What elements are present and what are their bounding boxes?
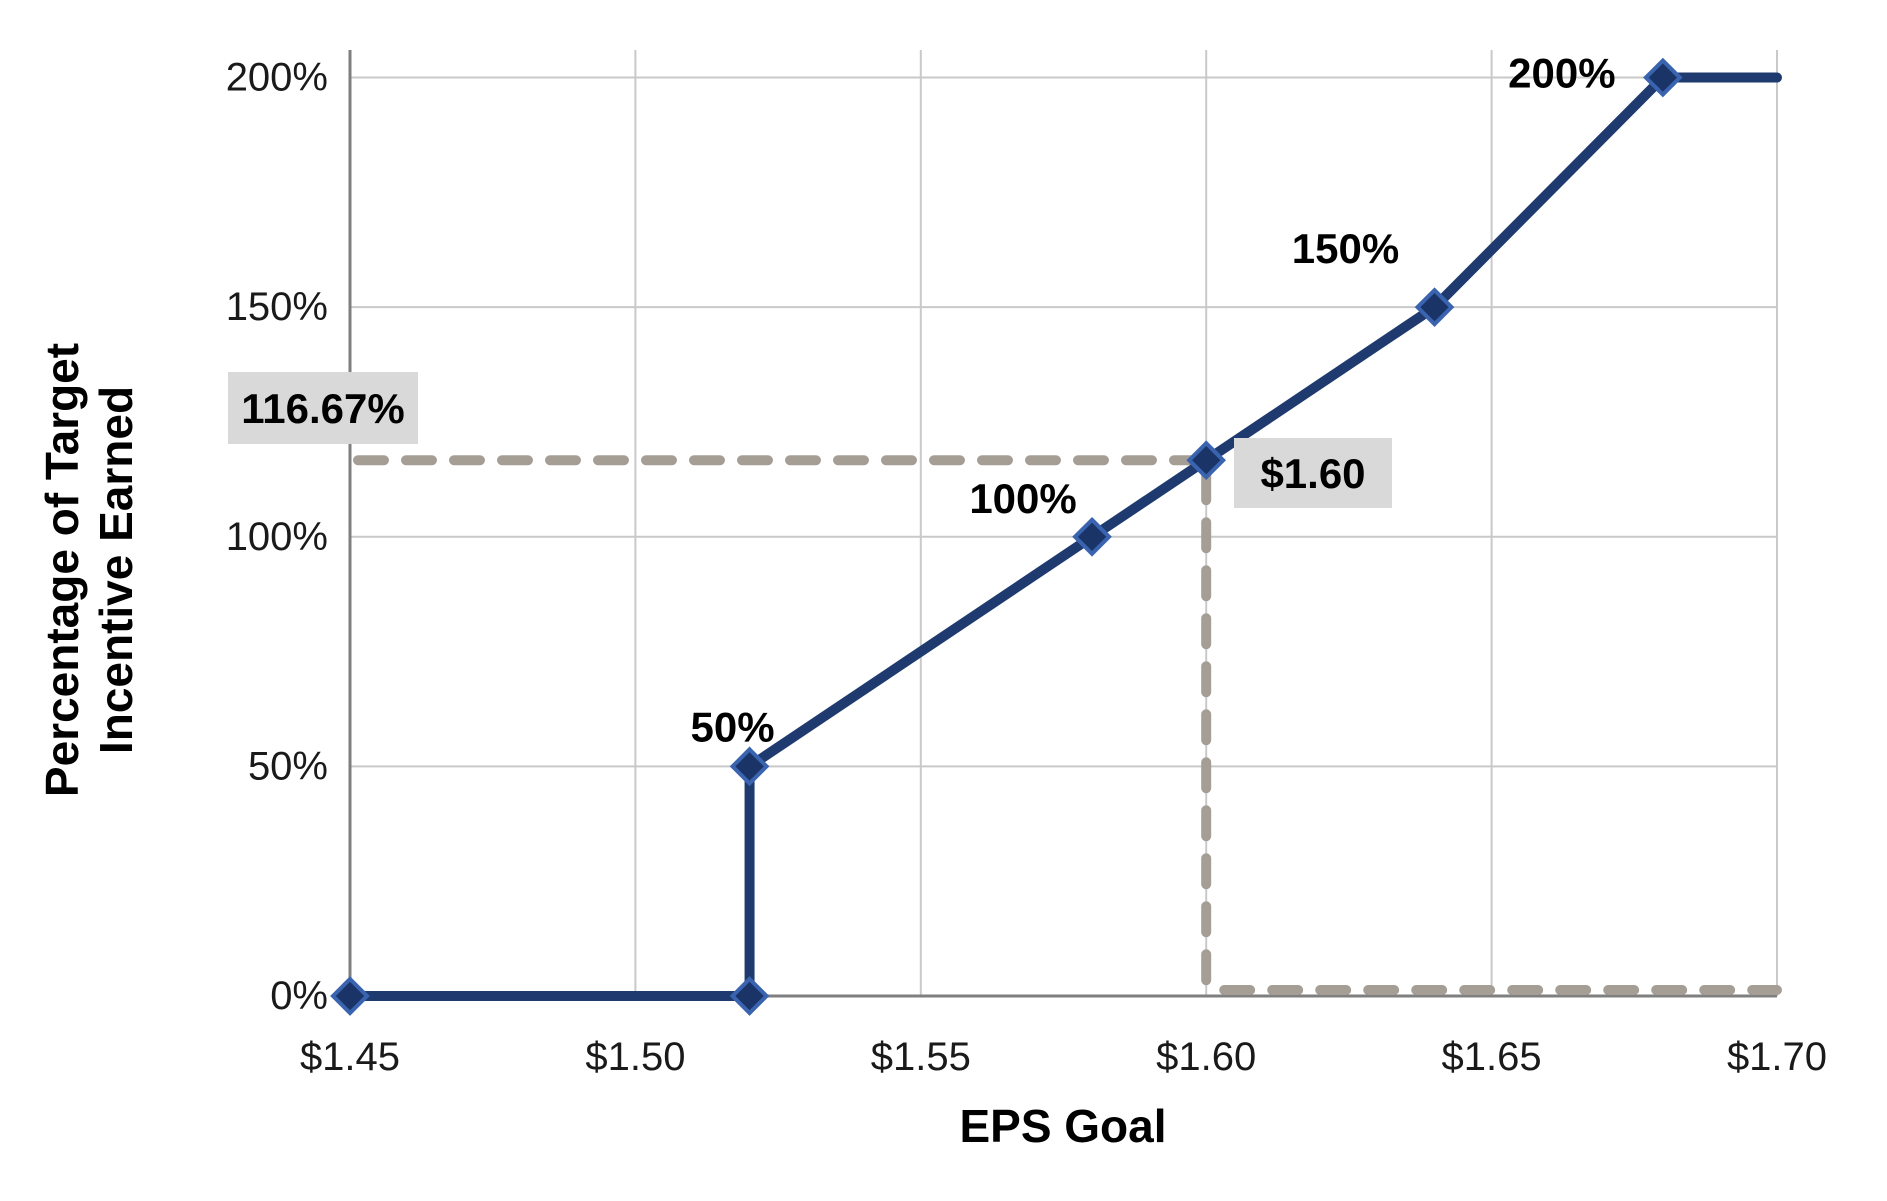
x-tick-label: $1.50 [585,1035,685,1079]
data-point-marker [729,746,770,787]
x-tick-label: $1.45 [300,1035,400,1079]
y-axis-title-line2: Incentive Earned [90,386,142,754]
horizontal-guide-label-box [228,372,418,444]
vertical-guide-label-box [1234,438,1392,508]
point-label: 150% [1292,225,1399,272]
x-axis-title: EPS Goal [959,1100,1166,1152]
x-tick-label: $1.55 [871,1035,971,1079]
data-point-marker [729,976,770,1016]
data-point-marker [1186,440,1227,481]
y-tick-label: 150% [226,285,328,329]
data-point-marker [330,976,370,1016]
y-tick-label: 50% [248,744,328,788]
x-tick-label: $1.65 [1442,1035,1542,1079]
x-tick-label: $1.70 [1727,1035,1827,1079]
point-label: 100% [969,475,1076,522]
horizontal-guide-label: 116.67% [241,385,405,432]
y-tick-label: 200% [226,56,328,100]
data-point-marker [1072,516,1112,557]
data-point-marker [1643,57,1683,98]
y-tick-label: 100% [226,515,328,559]
y-axis-title-line1: Percentage of Target [36,343,88,797]
y-tick-label: 0% [270,974,328,1018]
data-point-marker [1414,287,1455,327]
vertical-guide-label: $1.60 [1260,450,1365,497]
point-label: 200% [1508,50,1615,97]
point-label: 50% [691,703,775,750]
x-tick-label: $1.60 [1156,1035,1256,1079]
